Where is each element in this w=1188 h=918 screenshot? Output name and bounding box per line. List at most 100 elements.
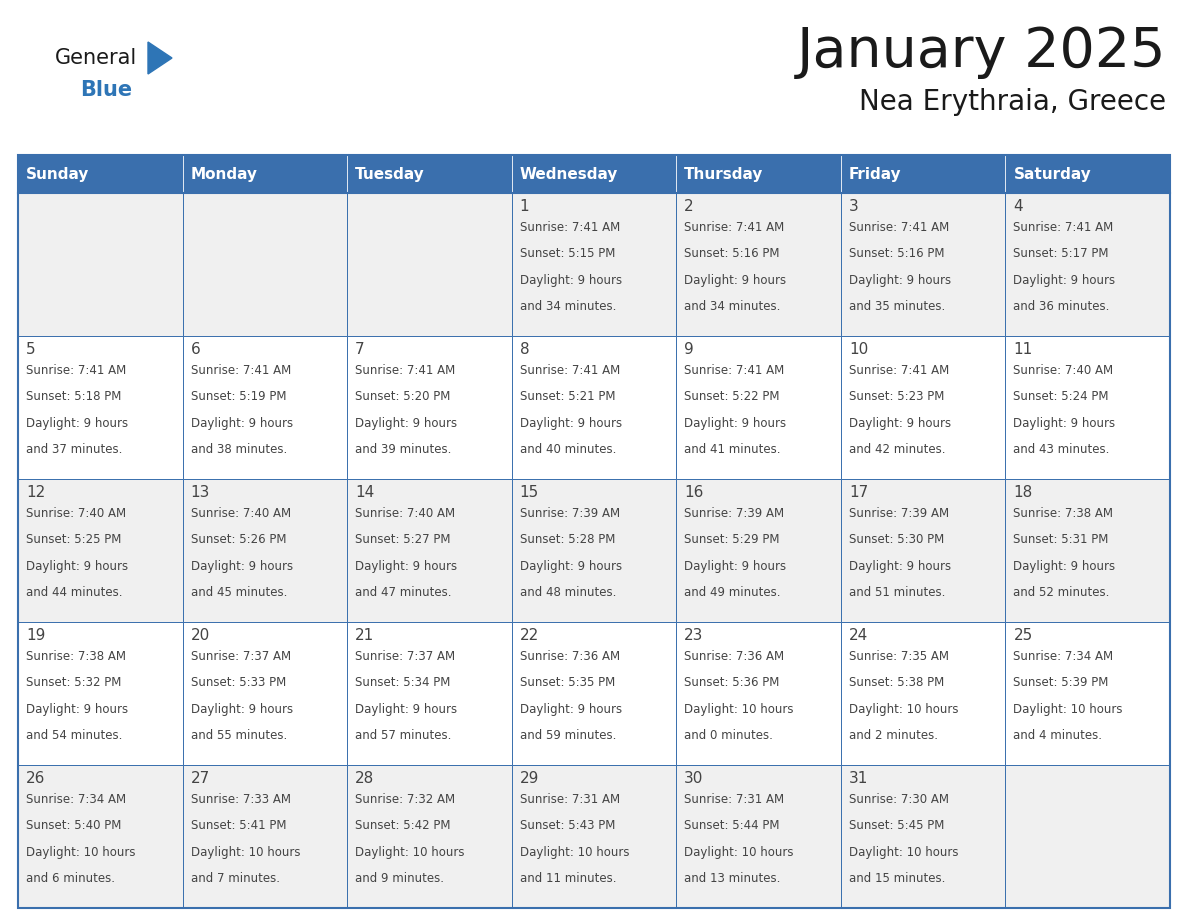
Text: Daylight: 9 hours: Daylight: 9 hours xyxy=(355,560,457,573)
Text: Sunrise: 7:40 AM: Sunrise: 7:40 AM xyxy=(355,507,455,520)
Text: and 42 minutes.: and 42 minutes. xyxy=(849,443,946,456)
Text: 26: 26 xyxy=(26,771,45,786)
Bar xyxy=(1005,336,1170,479)
Bar xyxy=(1005,765,1170,908)
Bar xyxy=(512,155,676,193)
Text: Sunrise: 7:38 AM: Sunrise: 7:38 AM xyxy=(1013,507,1113,520)
Bar xyxy=(347,622,512,765)
Text: Sunrise: 7:32 AM: Sunrise: 7:32 AM xyxy=(355,793,455,806)
Text: 11: 11 xyxy=(1013,342,1032,357)
Text: and 55 minutes.: and 55 minutes. xyxy=(190,730,286,743)
Text: January 2025: January 2025 xyxy=(796,25,1165,79)
Text: and 54 minutes.: and 54 minutes. xyxy=(26,730,122,743)
Text: 24: 24 xyxy=(849,628,868,643)
Text: Sunrise: 7:37 AM: Sunrise: 7:37 AM xyxy=(190,650,291,663)
Text: Sunset: 5:40 PM: Sunset: 5:40 PM xyxy=(26,820,121,833)
Text: Nea Erythraia, Greece: Nea Erythraia, Greece xyxy=(859,88,1165,116)
Text: Sunrise: 7:36 AM: Sunrise: 7:36 AM xyxy=(684,650,784,663)
Text: Daylight: 10 hours: Daylight: 10 hours xyxy=(1013,703,1123,716)
Bar xyxy=(841,479,1005,622)
Text: and 35 minutes.: and 35 minutes. xyxy=(849,300,946,313)
Bar xyxy=(18,765,183,908)
Text: Sunset: 5:17 PM: Sunset: 5:17 PM xyxy=(1013,248,1108,261)
Text: 7: 7 xyxy=(355,342,365,357)
Text: Daylight: 9 hours: Daylight: 9 hours xyxy=(849,417,950,430)
Text: and 44 minutes.: and 44 minutes. xyxy=(26,587,122,599)
Text: Daylight: 9 hours: Daylight: 9 hours xyxy=(849,560,950,573)
Text: Daylight: 9 hours: Daylight: 9 hours xyxy=(849,274,950,287)
Text: and 38 minutes.: and 38 minutes. xyxy=(190,443,286,456)
Text: Daylight: 9 hours: Daylight: 9 hours xyxy=(355,417,457,430)
Text: Daylight: 9 hours: Daylight: 9 hours xyxy=(519,274,621,287)
Text: Sunrise: 7:41 AM: Sunrise: 7:41 AM xyxy=(519,221,620,234)
Text: 28: 28 xyxy=(355,771,374,786)
Polygon shape xyxy=(148,42,172,74)
Bar xyxy=(347,479,512,622)
Text: 18: 18 xyxy=(1013,485,1032,500)
Bar xyxy=(18,155,1170,908)
Bar xyxy=(1005,193,1170,336)
Text: Sunrise: 7:38 AM: Sunrise: 7:38 AM xyxy=(26,650,126,663)
Text: Daylight: 10 hours: Daylight: 10 hours xyxy=(355,845,465,859)
Text: 20: 20 xyxy=(190,628,210,643)
Text: Daylight: 10 hours: Daylight: 10 hours xyxy=(684,703,794,716)
Text: and 36 minutes.: and 36 minutes. xyxy=(1013,300,1110,313)
Text: Sunrise: 7:41 AM: Sunrise: 7:41 AM xyxy=(849,221,949,234)
Text: Monday: Monday xyxy=(190,166,258,182)
Text: 23: 23 xyxy=(684,628,703,643)
Text: and 47 minutes.: and 47 minutes. xyxy=(355,587,451,599)
Text: Daylight: 10 hours: Daylight: 10 hours xyxy=(190,845,301,859)
Text: 16: 16 xyxy=(684,485,703,500)
Text: 27: 27 xyxy=(190,771,210,786)
Text: Sunrise: 7:41 AM: Sunrise: 7:41 AM xyxy=(849,364,949,377)
Text: Friday: Friday xyxy=(849,166,902,182)
Text: Sunrise: 7:41 AM: Sunrise: 7:41 AM xyxy=(190,364,291,377)
Text: Sunrise: 7:31 AM: Sunrise: 7:31 AM xyxy=(519,793,620,806)
Text: and 11 minutes.: and 11 minutes. xyxy=(519,872,617,885)
Text: 15: 15 xyxy=(519,485,539,500)
Text: 25: 25 xyxy=(1013,628,1032,643)
Text: Daylight: 9 hours: Daylight: 9 hours xyxy=(519,417,621,430)
Bar xyxy=(347,193,512,336)
Text: Sunrise: 7:33 AM: Sunrise: 7:33 AM xyxy=(190,793,291,806)
Text: Sunrise: 7:39 AM: Sunrise: 7:39 AM xyxy=(849,507,949,520)
Text: 5: 5 xyxy=(26,342,36,357)
Bar xyxy=(676,155,841,193)
Text: and 13 minutes.: and 13 minutes. xyxy=(684,872,781,885)
Text: Sunset: 5:27 PM: Sunset: 5:27 PM xyxy=(355,533,450,546)
Text: Sunset: 5:31 PM: Sunset: 5:31 PM xyxy=(1013,533,1108,546)
Text: Sunset: 5:16 PM: Sunset: 5:16 PM xyxy=(849,248,944,261)
Text: Sunset: 5:30 PM: Sunset: 5:30 PM xyxy=(849,533,944,546)
Text: Sunset: 5:18 PM: Sunset: 5:18 PM xyxy=(26,390,121,403)
Text: Sunrise: 7:36 AM: Sunrise: 7:36 AM xyxy=(519,650,620,663)
Text: Thursday: Thursday xyxy=(684,166,764,182)
Text: and 9 minutes.: and 9 minutes. xyxy=(355,872,444,885)
Text: 12: 12 xyxy=(26,485,45,500)
Text: Sunset: 5:21 PM: Sunset: 5:21 PM xyxy=(519,390,615,403)
Text: Sunset: 5:29 PM: Sunset: 5:29 PM xyxy=(684,533,779,546)
Text: and 45 minutes.: and 45 minutes. xyxy=(190,587,287,599)
Text: Sunset: 5:33 PM: Sunset: 5:33 PM xyxy=(190,677,286,689)
Text: Daylight: 9 hours: Daylight: 9 hours xyxy=(684,274,786,287)
Bar xyxy=(18,622,183,765)
Text: Sunset: 5:25 PM: Sunset: 5:25 PM xyxy=(26,533,121,546)
Bar xyxy=(347,765,512,908)
Text: and 37 minutes.: and 37 minutes. xyxy=(26,443,122,456)
Text: Daylight: 9 hours: Daylight: 9 hours xyxy=(190,703,292,716)
Bar xyxy=(512,193,676,336)
Text: and 0 minutes.: and 0 minutes. xyxy=(684,730,773,743)
Text: and 59 minutes.: and 59 minutes. xyxy=(519,730,617,743)
Text: 4: 4 xyxy=(1013,199,1023,214)
Bar xyxy=(841,336,1005,479)
Text: 8: 8 xyxy=(519,342,530,357)
Bar xyxy=(841,193,1005,336)
Bar xyxy=(512,622,676,765)
Text: Sunset: 5:38 PM: Sunset: 5:38 PM xyxy=(849,677,944,689)
Text: Sunrise: 7:41 AM: Sunrise: 7:41 AM xyxy=(684,364,784,377)
Text: 17: 17 xyxy=(849,485,868,500)
Text: Daylight: 9 hours: Daylight: 9 hours xyxy=(684,417,786,430)
Text: Sunrise: 7:41 AM: Sunrise: 7:41 AM xyxy=(355,364,455,377)
Text: Sunset: 5:34 PM: Sunset: 5:34 PM xyxy=(355,677,450,689)
Bar xyxy=(841,622,1005,765)
Text: 3: 3 xyxy=(849,199,859,214)
